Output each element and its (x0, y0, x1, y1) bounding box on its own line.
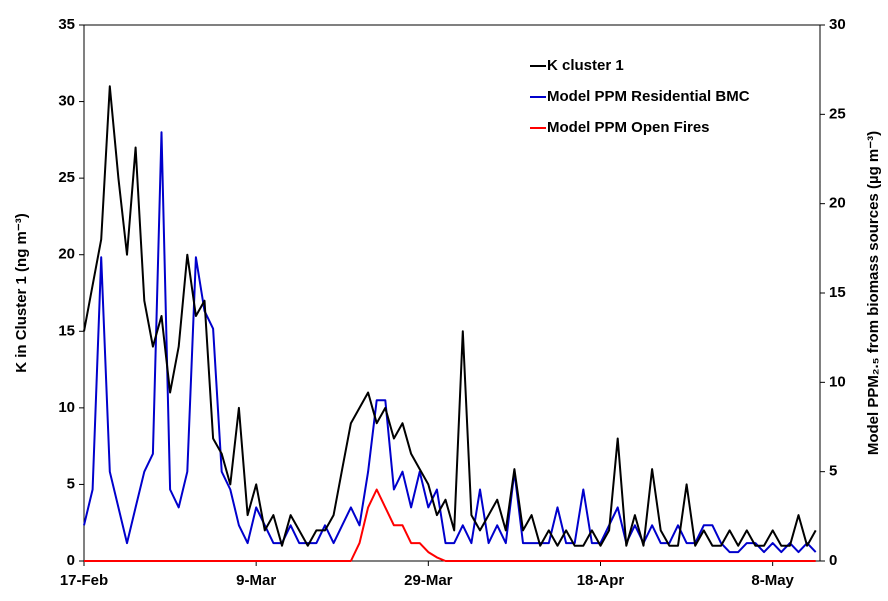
y2-tick-label: 15 (829, 284, 846, 301)
series-line (83, 131, 817, 554)
y2-tick-label: 5 (829, 463, 837, 480)
y2-tick-label: 10 (829, 373, 846, 390)
y2-tick-label: 0 (829, 552, 837, 569)
y-tick-label: 35 (58, 16, 75, 33)
y-tick-label: 0 (67, 552, 75, 569)
y2-tick-label: 20 (829, 195, 846, 212)
y-tick-label: 25 (58, 169, 75, 186)
x-tick-label: 29-Mar (404, 572, 453, 589)
x-tick-label: 9-Mar (236, 572, 276, 589)
x-tick-label: 18-Apr (577, 572, 625, 589)
series-line (83, 85, 817, 547)
y-tick-label: 30 (58, 93, 75, 110)
y-axis-label: K in Cluster 1 (ng m⁻³) (13, 213, 30, 373)
y-tick-label: 5 (67, 475, 75, 492)
y2-tick-label: 30 (829, 16, 846, 33)
y-tick-label: 10 (58, 399, 75, 416)
y-tick-label: 20 (58, 246, 75, 263)
y-tick-label: 15 (58, 322, 75, 339)
legend-label: K cluster 1 (547, 57, 624, 74)
legend-label: Model PPM Open Fires (547, 119, 710, 136)
x-tick-label: 17-Feb (60, 572, 108, 589)
x-tick-label: 8-May (751, 572, 794, 589)
legend-label: Model PPM Residential BMC (547, 88, 750, 105)
series-line (84, 488, 816, 562)
y2-axis-label: Model PPM₂.₅ from biomass sources (µg m⁻… (865, 131, 882, 455)
y2-tick-label: 25 (829, 105, 846, 122)
